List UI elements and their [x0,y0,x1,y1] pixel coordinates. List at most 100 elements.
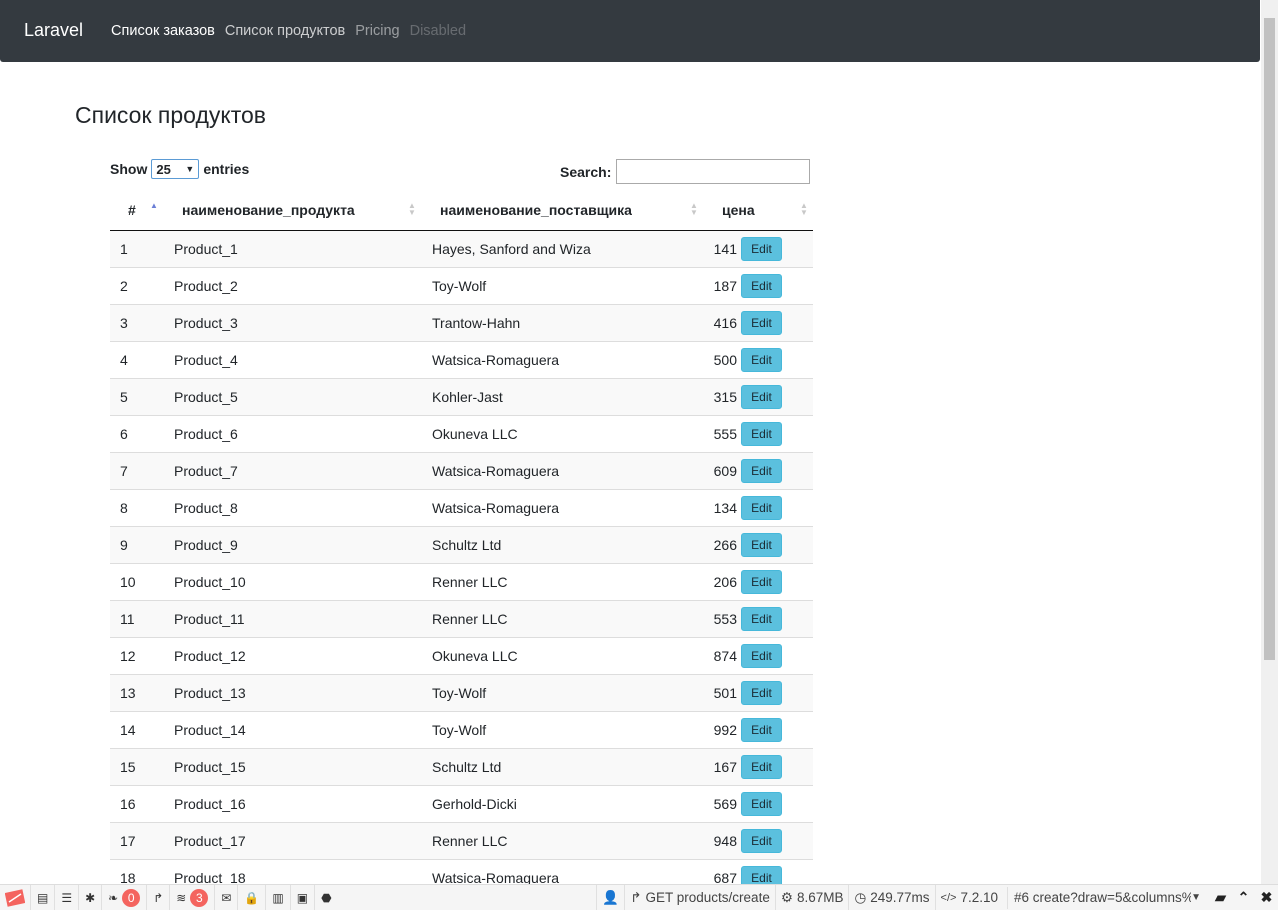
column-header-label: цена [722,202,755,218]
count-badge: 3 [190,888,209,907]
request-icon: ▣ [296,890,309,905]
edit-button[interactable]: Edit [741,421,782,446]
cell-product-name: Product_17 [174,821,432,859]
request-label: GET products/create [645,890,770,905]
debugbar-tab[interactable]: ▤ [30,884,54,910]
tags-icon: ⬣ [321,890,332,905]
vertical-scrollbar[interactable] [1261,0,1278,884]
sort-both-icon: ▲ ▼ [690,201,698,217]
price-wrap: 416 Edit [700,310,813,335]
edit-button[interactable]: Edit [741,495,782,520]
edit-button[interactable]: Edit [741,606,782,631]
cell-id: 11 [110,599,174,637]
nav-link-orders[interactable]: Список заказов [111,23,215,39]
navbar-brand[interactable]: Laravel [24,20,84,40]
price-wrap: 134 Edit [700,495,813,520]
cell-id: 5 [110,377,174,415]
debugbar-tab[interactable]: ≋ 3 [169,884,214,910]
column-header-product-name[interactable]: наименование_продукта ▲ ▼ [174,190,432,231]
edit-button[interactable]: Edit [741,236,782,261]
debugbar-logo[interactable] [0,885,30,910]
edit-button[interactable]: Edit [741,643,782,668]
nav-link-products[interactable]: Список продуктов [224,23,346,39]
edit-button[interactable]: Edit [741,384,782,409]
table-row: 6 Product_6 Okuneva LLC 555 Edit [110,414,813,452]
close-icon[interactable]: ✖ [1260,889,1273,905]
dataset-select[interactable]: #6 create?draw=5&columns%5B0%5D ▼ [1007,886,1205,909]
cell-price: 266 Edit [700,525,813,563]
views-icon: ❧ [108,890,119,905]
debugbar-tab[interactable]: ▣ [289,884,314,910]
cell-id: 12 [110,636,174,674]
debugbar-tab[interactable]: ✉ [214,884,237,910]
price-wrap: 187 Edit [700,273,813,298]
column-header-label: # [128,202,136,218]
debugbar-memory[interactable]: ⚙ 8.67MB [774,884,849,910]
cell-supplier-name: Watsica-Romaguera [432,340,700,378]
user-icon: 👤 [602,889,620,905]
cell-price: 134 Edit [700,488,813,526]
debugbar-tab[interactable]: ↱ [146,884,169,910]
price-value: 206 [713,573,737,590]
cell-price: 609 Edit [700,451,813,489]
cell-product-name: Product_13 [174,673,432,711]
edit-button[interactable]: Edit [741,828,782,853]
edit-button[interactable]: Edit [741,791,782,816]
debugbar-tab[interactable]: ▥ [265,884,289,910]
cell-price: 500 Edit [700,340,813,378]
edit-button[interactable]: Edit [741,532,782,557]
messages-icon: ▤ [37,890,49,905]
price-wrap: 609 Edit [700,458,813,483]
debugbar-tab[interactable]: ⬣ [314,884,337,910]
cell-supplier-name: Watsica-Romaguera [432,451,700,489]
cell-supplier-name: Schultz Ltd [432,525,700,563]
price-wrap: 948 Edit [700,828,813,853]
cell-product-name: Product_15 [174,747,432,785]
price-wrap: 555 Edit [700,421,813,446]
debugbar-tab[interactable]: ❧ 0 [101,884,146,910]
column-header-id[interactable]: # ▲ [110,190,174,231]
edit-button[interactable]: Edit [741,680,782,705]
scrollbar-thumb[interactable] [1264,18,1275,660]
debugbar-php-version[interactable]: </> 7.2.10 [934,884,1003,910]
edit-button[interactable]: Edit [741,310,782,335]
debugbar-tab[interactable]: 🔒 [237,884,265,910]
share-icon: ↱ [630,889,642,905]
edit-button[interactable]: Edit [741,754,782,779]
table-row: 10 Product_10 Renner LLC 206 Edit [110,562,813,600]
price-value: 553 [713,610,737,627]
price-value: 167 [713,758,737,775]
price-value: 569 [713,795,737,812]
cell-price: 167 Edit [700,747,813,785]
cell-id: 7 [110,451,174,489]
cell-product-name: Product_9 [174,525,432,563]
show-label: Show [110,161,148,177]
edit-button[interactable]: Edit [741,569,782,594]
edit-button[interactable]: Edit [741,347,782,372]
cell-price: 315 Edit [700,377,813,415]
edit-button[interactable]: Edit [741,458,782,483]
edit-button[interactable]: Edit [741,717,782,742]
open-folder-icon[interactable]: ▰ [1215,889,1226,905]
table-row: 17 Product_17 Renner LLC 948 Edit [110,821,813,859]
edit-button[interactable]: Edit [741,273,782,298]
debugbar-time[interactable]: ◷ 249.77ms [848,884,934,910]
count-badge: 0 [122,888,141,907]
cell-supplier-name: Kohler-Jast [432,377,700,415]
price-value: 500 [713,351,737,368]
cell-supplier-name: Toy-Wolf [432,266,700,304]
dropdown-arrow-icon: ▼ [185,164,195,174]
page-length-select[interactable]: 25 ▼ [151,159,200,179]
nav-link-pricing[interactable]: Pricing [355,23,400,39]
column-header-price[interactable]: цена ▲ ▼ [700,190,813,231]
debugbar-tab[interactable]: ☰ [54,884,78,910]
debugbar-request[interactable]: ↱ GET products/create [624,884,775,910]
cell-supplier-name: Renner LLC [432,599,700,637]
debugbar-tab[interactable]: ✱ [78,884,101,910]
entries-length-control: Show 25 ▼ entries [110,159,249,179]
search-input[interactable] [616,159,811,184]
minimize-icon[interactable]: ⌃ [1237,889,1250,905]
price-wrap: 315 Edit [700,384,813,409]
debugbar-user[interactable]: 👤 [596,884,624,910]
column-header-supplier-name[interactable]: наименование_поставщика ▲ ▼ [432,190,700,231]
